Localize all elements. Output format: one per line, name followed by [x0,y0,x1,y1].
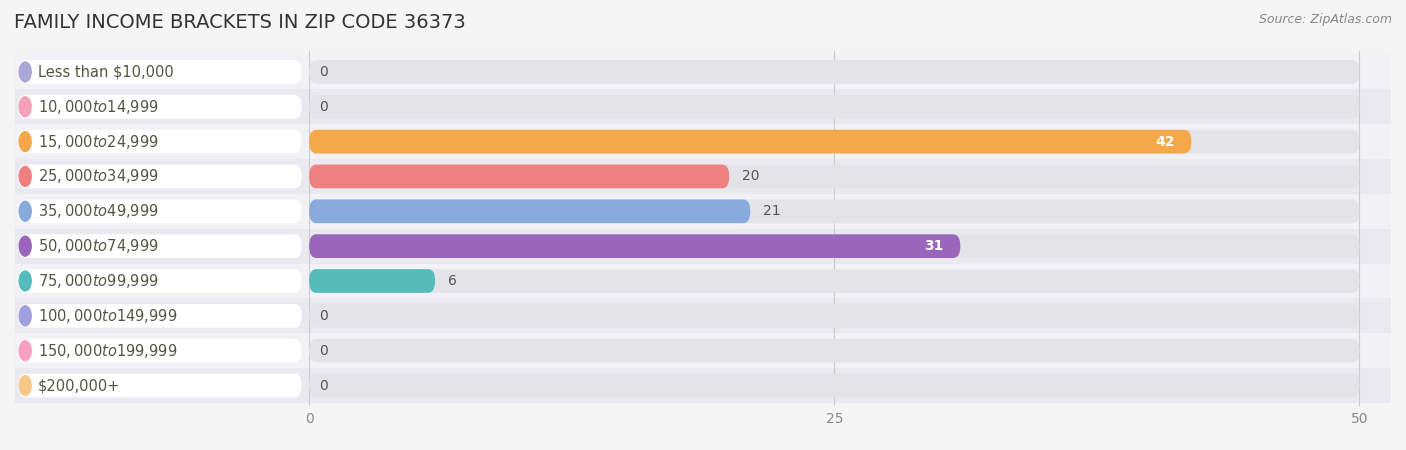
Text: $25,000 to $34,999: $25,000 to $34,999 [38,167,159,185]
FancyBboxPatch shape [309,234,960,258]
Text: 21: 21 [763,204,780,218]
Text: Less than $10,000: Less than $10,000 [38,64,173,79]
FancyBboxPatch shape [15,159,1391,194]
Circle shape [20,201,31,221]
Text: 0: 0 [319,309,329,323]
Circle shape [20,97,31,117]
Text: $10,000 to $14,999: $10,000 to $14,999 [38,98,159,116]
Text: 0: 0 [319,65,329,79]
FancyBboxPatch shape [309,199,1360,223]
Circle shape [20,132,31,152]
Circle shape [20,166,31,186]
Circle shape [20,376,31,396]
FancyBboxPatch shape [309,165,1360,188]
Circle shape [20,62,31,82]
FancyBboxPatch shape [18,374,302,397]
FancyBboxPatch shape [15,333,1391,368]
Text: 20: 20 [742,170,759,184]
FancyBboxPatch shape [15,229,1391,264]
Circle shape [20,341,31,360]
FancyBboxPatch shape [309,130,1191,153]
Text: FAMILY INCOME BRACKETS IN ZIP CODE 36373: FAMILY INCOME BRACKETS IN ZIP CODE 36373 [14,14,465,32]
Text: $35,000 to $49,999: $35,000 to $49,999 [38,202,159,220]
FancyBboxPatch shape [309,339,1360,363]
Text: $150,000 to $199,999: $150,000 to $199,999 [38,342,177,360]
Text: 6: 6 [447,274,457,288]
Text: $15,000 to $24,999: $15,000 to $24,999 [38,133,159,151]
FancyBboxPatch shape [15,194,1391,229]
FancyBboxPatch shape [18,165,302,188]
FancyBboxPatch shape [15,368,1391,403]
FancyBboxPatch shape [15,298,1391,333]
FancyBboxPatch shape [309,269,1360,293]
FancyBboxPatch shape [309,130,1360,153]
FancyBboxPatch shape [309,60,1360,84]
FancyBboxPatch shape [18,199,302,223]
FancyBboxPatch shape [18,339,302,363]
FancyBboxPatch shape [18,95,302,119]
FancyBboxPatch shape [15,124,1391,159]
FancyBboxPatch shape [18,304,302,328]
Text: 31: 31 [924,239,943,253]
Text: 42: 42 [1156,135,1174,148]
FancyBboxPatch shape [309,199,751,223]
FancyBboxPatch shape [309,95,1360,119]
Circle shape [20,236,31,256]
Circle shape [20,271,31,291]
Text: 0: 0 [319,378,329,392]
Text: $200,000+: $200,000+ [38,378,120,393]
FancyBboxPatch shape [309,304,1360,328]
FancyBboxPatch shape [15,54,1391,90]
FancyBboxPatch shape [309,269,434,293]
FancyBboxPatch shape [15,264,1391,298]
Text: $75,000 to $99,999: $75,000 to $99,999 [38,272,159,290]
FancyBboxPatch shape [18,130,302,153]
Text: $50,000 to $74,999: $50,000 to $74,999 [38,237,159,255]
FancyBboxPatch shape [18,269,302,293]
Text: 0: 0 [319,100,329,114]
FancyBboxPatch shape [15,90,1391,124]
Text: Source: ZipAtlas.com: Source: ZipAtlas.com [1258,14,1392,27]
FancyBboxPatch shape [309,374,1360,397]
Circle shape [20,306,31,326]
FancyBboxPatch shape [309,165,730,188]
FancyBboxPatch shape [18,60,302,84]
FancyBboxPatch shape [18,234,302,258]
Text: 0: 0 [319,344,329,358]
Text: $100,000 to $149,999: $100,000 to $149,999 [38,307,177,325]
FancyBboxPatch shape [309,234,1360,258]
